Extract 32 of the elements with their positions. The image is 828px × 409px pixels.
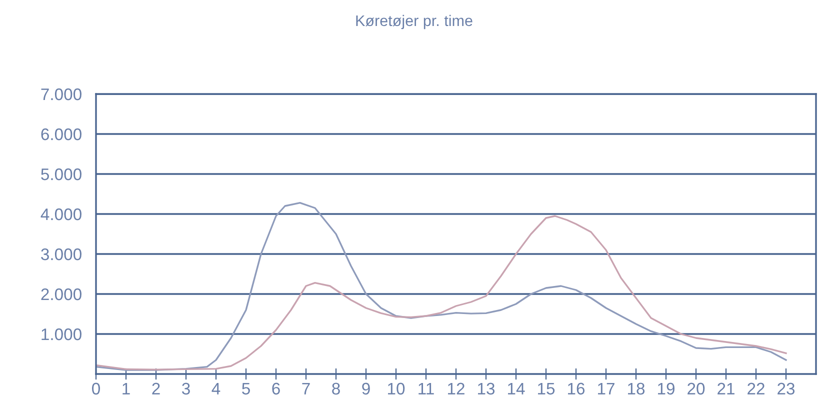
- x-tick-label: 5: [242, 382, 250, 395]
- x-tick-label: 13: [478, 382, 495, 395]
- x-tick-label: 17: [598, 382, 614, 394]
- y-tick-label: 6.000: [41, 128, 82, 140]
- chart-title: Køretøjer pr. time: [356, 14, 472, 30]
- x-tick-label: 9: [362, 382, 370, 395]
- x-tick-label: 16: [568, 382, 585, 395]
- x-tick-label: 18: [628, 382, 645, 395]
- x-tick-label: 19: [658, 382, 674, 395]
- x-tick-label: 4: [212, 382, 220, 394]
- x-tick-label: 14: [508, 382, 525, 394]
- y-tick-label: 1.000: [42, 328, 82, 340]
- x-tick-label: 3: [182, 382, 190, 395]
- y-tick-label: 7.000: [41, 88, 82, 100]
- x-tick-label: 20: [688, 382, 705, 395]
- x-tick-label: 1: [122, 382, 130, 394]
- y-tick-label: 4.000: [40, 208, 82, 220]
- x-tick-label: 7: [302, 382, 310, 394]
- x-tick-label: 22: [748, 382, 764, 394]
- x-tick-label: 10: [388, 382, 405, 395]
- y-tick-label: 3.000: [41, 248, 82, 260]
- y-tick-label: 5.000: [41, 168, 82, 180]
- y-tick-label: 2.000: [41, 288, 82, 300]
- x-tick-label: 15: [538, 382, 555, 395]
- x-tick-label: 11: [418, 382, 434, 394]
- x-tick-label: 8: [332, 382, 340, 395]
- x-tick-label: 2: [152, 382, 160, 394]
- x-tick-label: 23: [778, 382, 795, 395]
- x-tick-label: 21: [718, 382, 734, 394]
- x-tick-label: 6: [272, 382, 280, 395]
- x-tick-label: 0: [92, 382, 100, 395]
- x-tick-label: 12: [448, 382, 464, 394]
